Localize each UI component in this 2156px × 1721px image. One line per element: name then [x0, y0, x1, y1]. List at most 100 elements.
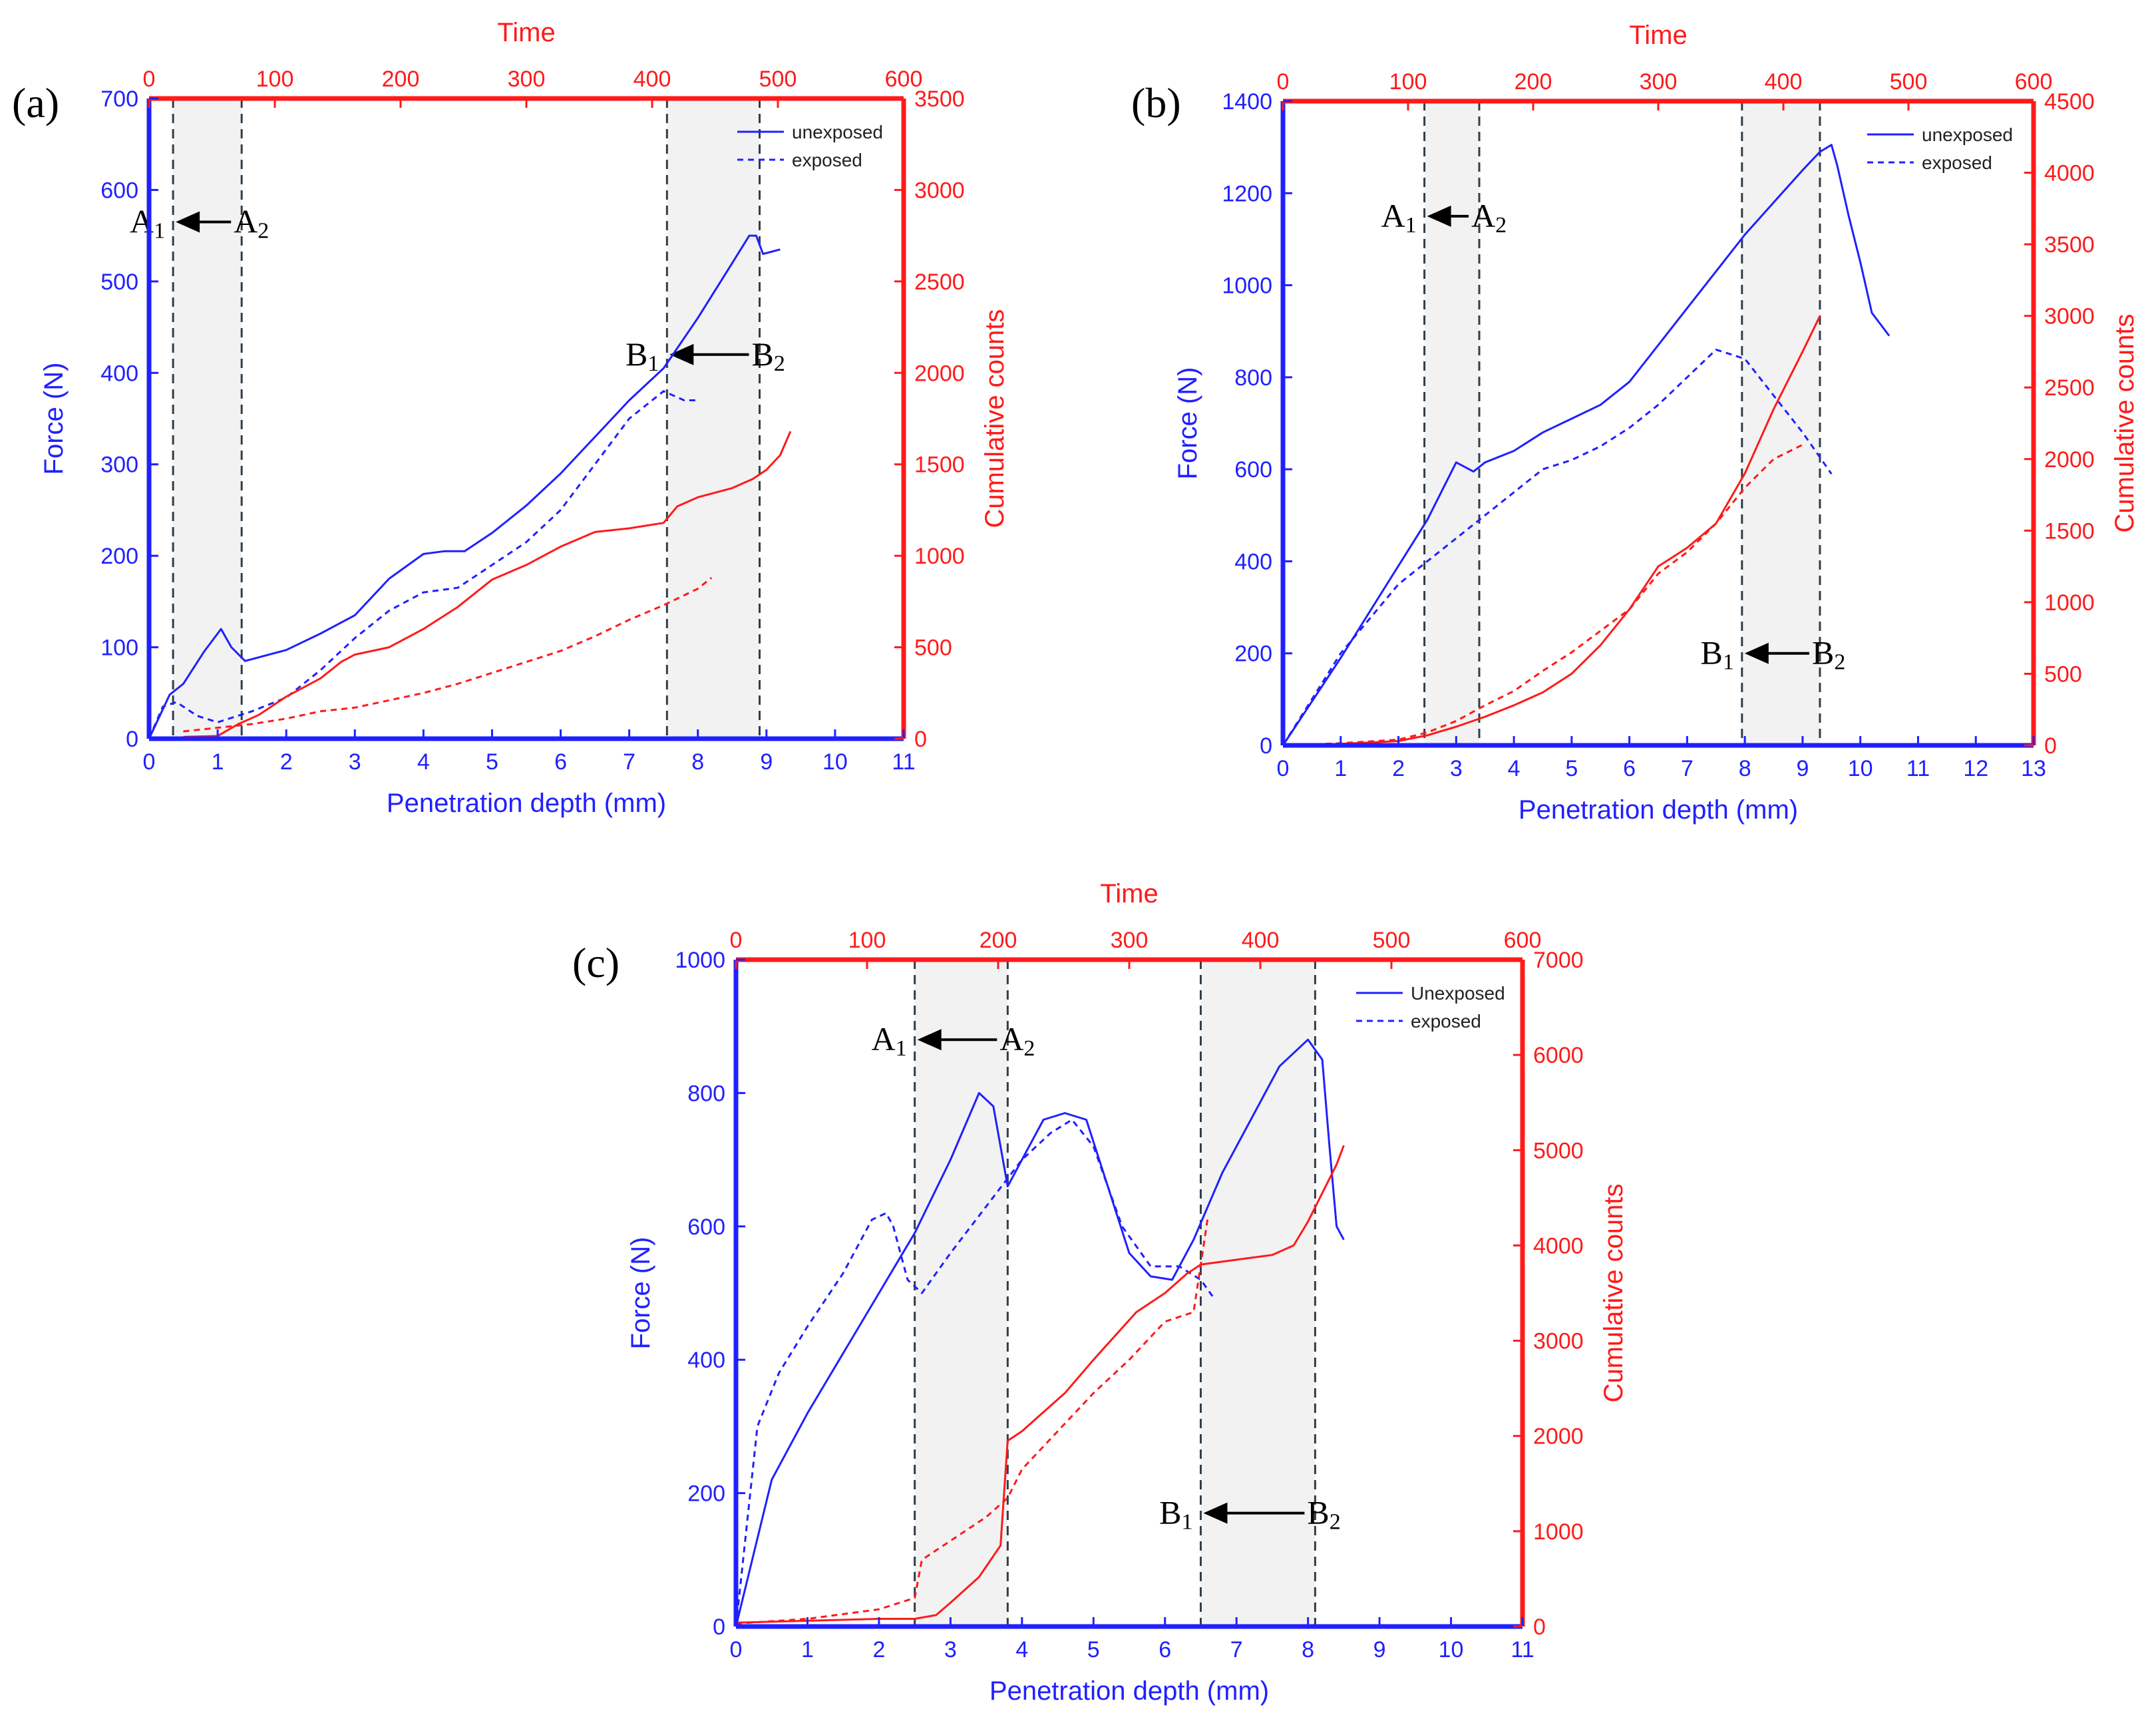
- x2-tick-label: 400: [633, 67, 671, 92]
- x2-tick-label: 0: [1277, 69, 1290, 95]
- x-axis-title: Penetration depth (mm): [1519, 795, 1798, 825]
- y-tick-label: 400: [100, 361, 138, 386]
- y2-tick-label: 1500: [914, 453, 965, 478]
- x-tick-label: 8: [1302, 1637, 1314, 1662]
- series-force-solid-line: [1282, 144, 1890, 746]
- panel-label: (a): [12, 79, 59, 126]
- x-tick-label: 11: [1511, 1637, 1534, 1662]
- y-tick-label: 600: [100, 178, 138, 203]
- x2-tick-label: 300: [1111, 928, 1149, 953]
- x2-tick-label: 600: [885, 67, 923, 92]
- x2-tick-label: 200: [1515, 69, 1552, 95]
- x2-tick-label: 100: [848, 928, 886, 953]
- y2-tick-label: 500: [914, 636, 952, 661]
- x-tick-label: 2: [872, 1637, 885, 1662]
- x-tick-label: 7: [1681, 756, 1694, 781]
- y-tick-label: 1000: [675, 948, 725, 973]
- y2-tick-label: 4500: [2044, 89, 2095, 114]
- y2-tick-label: 3500: [2044, 232, 2095, 258]
- y-tick-label: 0: [1260, 733, 1272, 759]
- x2-tick-label: 400: [1765, 69, 1803, 95]
- shaded-region: [1424, 101, 1480, 745]
- x-tick-label: 2: [280, 749, 293, 775]
- y2-tick-label: 2000: [914, 361, 965, 386]
- region-label-left: A1: [872, 1020, 907, 1061]
- y-axis-title: Force (N): [1173, 367, 1202, 480]
- y2-tick-label: 4000: [2044, 161, 2095, 186]
- x-tick-label: 0: [1277, 756, 1290, 781]
- legend-label-exposed: exposed: [792, 150, 862, 170]
- x-tick-label: 11: [892, 749, 915, 775]
- x2-axis-title: Time: [1100, 879, 1158, 908]
- y-axis-title: Force (N): [626, 1237, 655, 1350]
- x2-tick-label: 100: [1389, 69, 1427, 95]
- x2-tick-label: 200: [382, 67, 420, 92]
- x2-tick-label: 100: [256, 67, 294, 92]
- x2-tick-label: 500: [1890, 69, 1928, 95]
- x2-tick-label: 200: [980, 928, 1017, 953]
- series-counts-solid-line: [183, 431, 792, 738]
- y2-tick-label: 0: [914, 727, 927, 752]
- y2-tick-label: 0: [2044, 733, 2057, 759]
- y2-tick-label: 2000: [2044, 447, 2095, 473]
- y2-tick-label: 6000: [1533, 1043, 1584, 1068]
- region-label-left: B1: [1159, 1494, 1192, 1535]
- x-tick-label: 1: [1334, 756, 1347, 781]
- y2-tick-label: 2500: [914, 270, 965, 295]
- series-counts-dashed-line: [735, 1217, 1209, 1625]
- y-tick-label: 700: [100, 87, 138, 112]
- x-tick-label: 7: [1230, 1637, 1243, 1662]
- y2-tick-label: 3500: [914, 87, 965, 112]
- x-tick-label: 5: [1565, 756, 1578, 781]
- series-counts-dashed-line: [183, 576, 713, 733]
- y-tick-label: 200: [687, 1481, 725, 1507]
- series-counts-solid-line: [735, 1145, 1345, 1624]
- x-tick-label: 1: [212, 749, 224, 775]
- shaded-region: [1741, 101, 1820, 745]
- region-arrow-head: [176, 211, 200, 233]
- x2-tick-label: 300: [1640, 69, 1678, 95]
- y2-tick-label: 2500: [2044, 375, 2095, 401]
- legend-label-exposed: exposed: [1922, 152, 1992, 173]
- series-counts-dashed-line: [1282, 443, 1803, 747]
- y2-tick-label: 7000: [1533, 948, 1584, 973]
- series-force-solid-line: [148, 234, 781, 739]
- region-arrow-head: [669, 343, 694, 365]
- legend-label-unexposed: unexposed: [792, 122, 883, 142]
- x-tick-label: 10: [1439, 1637, 1464, 1662]
- y-tick-label: 400: [687, 1348, 725, 1373]
- x-tick-label: 4: [417, 749, 430, 775]
- x-tick-label: 8: [691, 749, 704, 775]
- y2-tick-label: 500: [2044, 662, 2082, 687]
- x-tick-label: 3: [1450, 756, 1463, 781]
- region-arrow-head: [1427, 205, 1451, 227]
- y-tick-label: 200: [1234, 642, 1272, 667]
- region-label-right: B2: [752, 335, 785, 376]
- x2-tick-label: 600: [1504, 928, 1542, 953]
- legend-label-unexposed: unexposed: [1922, 124, 2013, 145]
- y2-tick-label: 1000: [2044, 590, 2095, 616]
- x-tick-label: 5: [1087, 1637, 1100, 1662]
- region-label-right: A2: [1471, 197, 1507, 238]
- y2-axis-title: Cumulative counts: [980, 309, 1009, 528]
- x-tick-label: 11: [1906, 756, 1930, 781]
- x-tick-label: 0: [143, 749, 156, 775]
- y-tick-label: 600: [1234, 457, 1272, 482]
- y2-tick-label: 1000: [914, 544, 965, 569]
- shaded-region: [173, 98, 242, 739]
- y-tick-label: 800: [1234, 365, 1272, 391]
- y-tick-label: 100: [100, 636, 138, 661]
- x2-tick-label: 500: [1373, 928, 1411, 953]
- x-tick-label: 6: [1623, 756, 1636, 781]
- region-arrow-head: [1203, 1502, 1228, 1524]
- shaded-region: [914, 960, 1008, 1626]
- region-label-right: B2: [1307, 1494, 1340, 1535]
- x-tick-label: 6: [1159, 1637, 1171, 1662]
- y2-tick-label: 0: [1533, 1615, 1546, 1640]
- x-tick-label: 0: [730, 1637, 743, 1662]
- x-axis-title: Penetration depth (mm): [387, 789, 666, 818]
- series-force-dashed-line: [735, 1119, 1216, 1627]
